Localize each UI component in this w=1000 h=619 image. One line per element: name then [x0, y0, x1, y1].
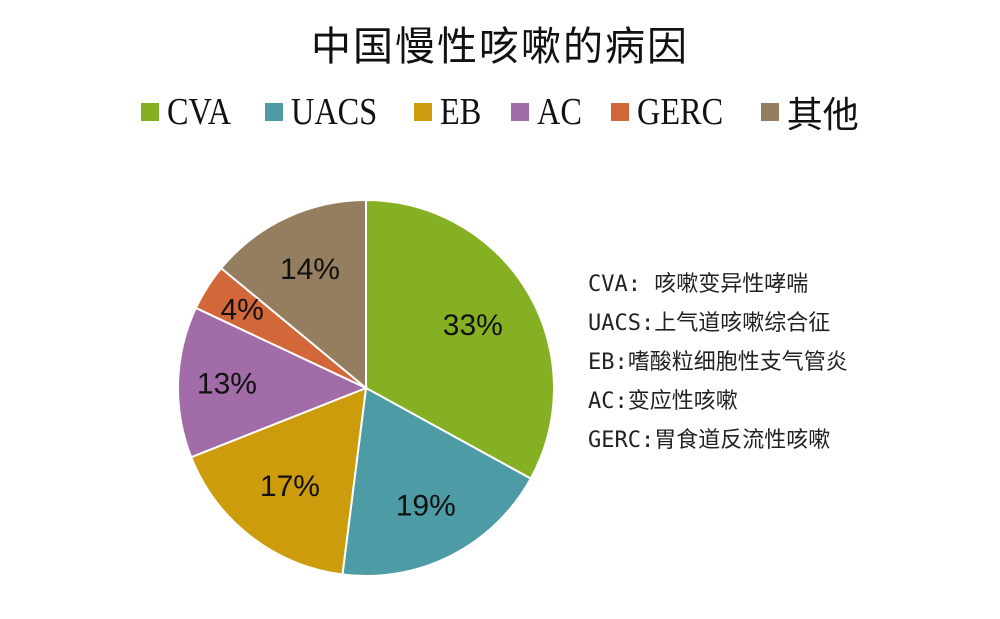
note-uacs: UACS:上气道咳嗽综合征 [588, 311, 831, 336]
pie-slices [177, 198, 555, 577]
slice-label: 4% [221, 293, 264, 326]
legend-item-gerc: GERC [611, 90, 738, 134]
legend-item-ac: AC [510, 90, 590, 134]
legend-swatch-other [760, 103, 779, 121]
note-ac: AC:变应性咳嗽 [588, 389, 738, 414]
slice-label: 33% [443, 309, 503, 342]
note-eb: EB:嗜酸粒细胞性支气管炎 [588, 350, 848, 375]
legend-item-cva: CVA [141, 90, 242, 134]
pie-slice-uacs [341, 386, 533, 577]
legend-item-uacs: UACS [264, 90, 392, 134]
legend-swatch-eb [413, 103, 432, 121]
legend-label: EB [439, 91, 482, 133]
legend-swatch-ac [510, 103, 529, 121]
legend-swatch-uacs [264, 103, 283, 121]
pie-slice-eb [189, 386, 368, 576]
chart-title: 中国慢性咳嗽的病因 [311, 24, 689, 70]
note-gerc: GERC:胃食道反流性咳嗽 [588, 428, 831, 453]
note-cva: CVA: 咳嗽变异性哮喘 [588, 272, 809, 297]
pie-chart: 33% 19% 17% 13% 4% 14% [177, 198, 555, 577]
abbreviation-notes: CVA: 咳嗽变异性哮喘 UACS:上气道咳嗽综合征 EB:嗜酸粒细胞性支气管炎… [588, 265, 848, 460]
legend-label: CVA [167, 91, 232, 133]
slice-label: 13% [197, 368, 257, 401]
legend-item-eb: EB [413, 90, 489, 134]
legend-label: AC [536, 91, 582, 133]
slice-label: 17% [260, 470, 320, 503]
legend-item-other: 其他 [760, 86, 859, 138]
pie-slice-其他 [219, 198, 367, 391]
legend-label: 其他 [786, 95, 859, 136]
slice-label: 14% [280, 253, 340, 286]
slice-label: 19% [396, 489, 456, 522]
legend-swatch-cva [141, 103, 160, 121]
legend-label: UACS [290, 91, 377, 133]
pie-slice-ac [177, 306, 369, 459]
legend: CVA UACS EB AC GERC 其他 [0, 86, 1000, 138]
pie-labels: 33% 19% 17% 13% 4% 14% [197, 253, 503, 522]
legend-swatch-gerc [611, 103, 630, 121]
pie-slice-cva [365, 198, 555, 480]
legend-label: GERC [637, 91, 724, 133]
